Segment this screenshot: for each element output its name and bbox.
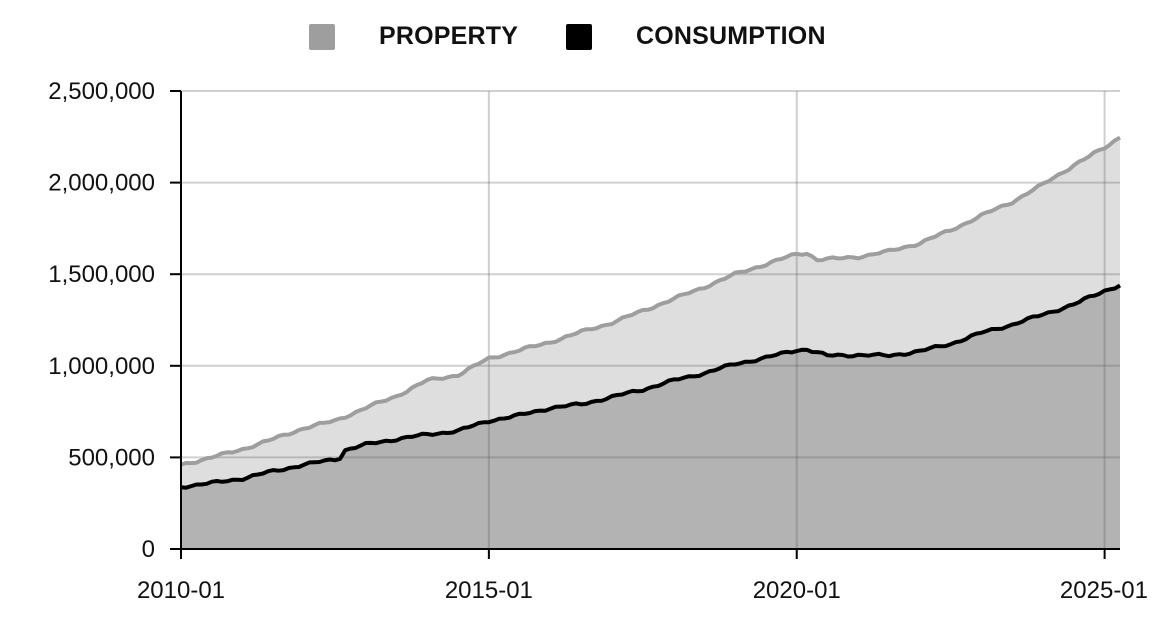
line-property (180, 135, 1121, 467)
x-tick-label: 2015-01 (445, 577, 533, 604)
y-tick-label: 1,500,000 (48, 261, 155, 288)
legend-label-consumption: CONSUMPTION (636, 22, 826, 50)
series-lines (180, 135, 1122, 490)
y-tick-label: 2,000,000 (48, 170, 155, 197)
x-tick-label: 2020-01 (753, 577, 841, 604)
legend-swatch-consumption (566, 23, 592, 50)
axes: 0 500,000 1,000,000 1,500,000 2,000,000 2,500… (48, 78, 1148, 604)
gridlines (181, 90, 1120, 549)
legend: PROPERTY CONSUMPTION (0, 22, 1152, 62)
y-tick-label: 2,500,000 (48, 78, 155, 105)
legend-label-property: PROPERTY (379, 22, 519, 50)
area-consumption (181, 285, 1120, 549)
legend-item-property[interactable]: PROPERTY (309, 22, 518, 51)
y-tick-label: 500,000 (68, 444, 155, 471)
series-areas (181, 137, 1120, 549)
line-consumption (180, 283, 1122, 490)
x-tick-label: 2025-01 (1060, 577, 1148, 604)
legend-swatch-property (309, 23, 335, 50)
y-tick-label: 1,000,000 (48, 353, 155, 380)
y-tick-label: 0 (142, 536, 155, 563)
x-tick-label: 2010-01 (137, 577, 225, 604)
legend-item-consumption[interactable]: CONSUMPTION (566, 22, 826, 51)
